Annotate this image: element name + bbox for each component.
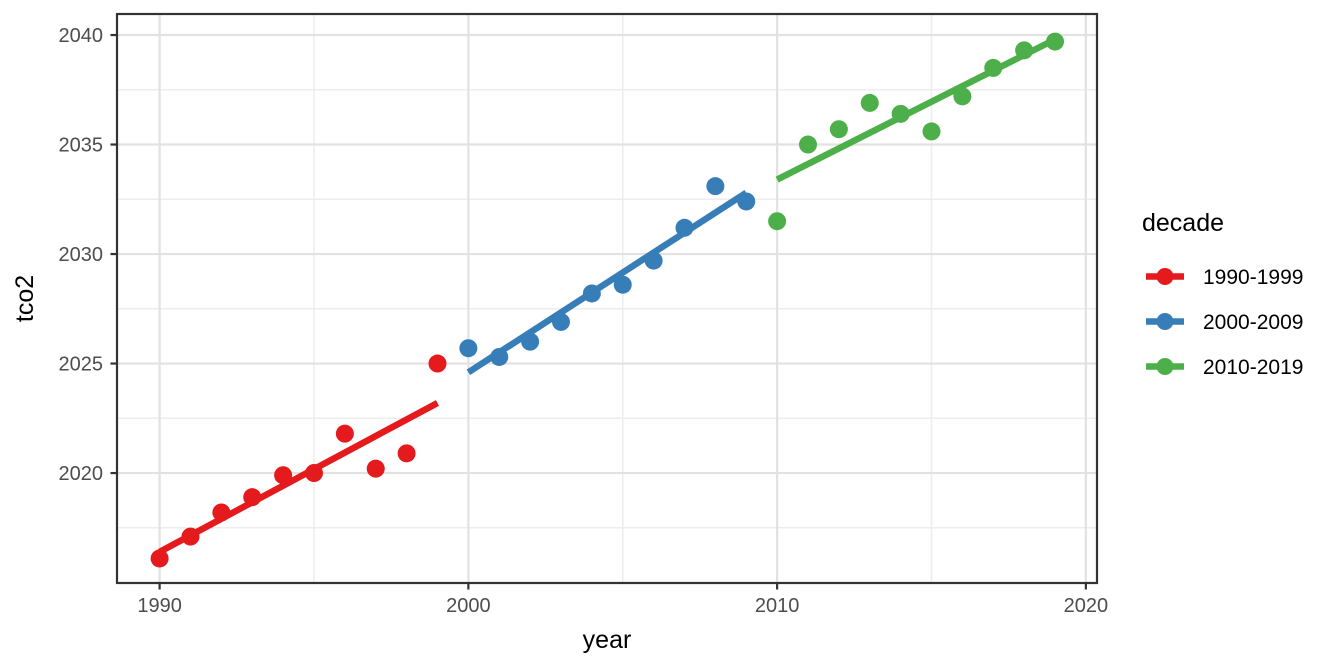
data-point-2000-2009 [613, 275, 632, 294]
data-point-1990-1999 [397, 444, 416, 463]
legend-key-point [1156, 268, 1174, 285]
data-point-1990-1999 [150, 549, 169, 568]
data-point-2010-2019 [829, 120, 848, 139]
data-point-1990-1999 [366, 459, 385, 478]
x-axis-title: year [583, 626, 632, 654]
data-point-2000-2009 [706, 177, 725, 196]
legend-title: decade [1142, 209, 1224, 237]
data-point-2010-2019 [860, 93, 879, 112]
panel-border [115, 12, 1099, 585]
x-tick-label: 2000 [446, 595, 491, 617]
legend-entry-label: 2000-2009 [1203, 311, 1303, 334]
trend-line-2000-2009 [466, 189, 749, 376]
trend-line-2010-2019 [775, 36, 1057, 183]
data-point-2000-2009 [459, 339, 478, 358]
x-tick-label: 1990 [137, 595, 182, 617]
legend-key-point [1156, 313, 1174, 330]
y-tick-label: 2030 [59, 244, 104, 266]
legend-entry-label: 2010-2019 [1203, 356, 1303, 379]
y-tick-label: 2035 [59, 135, 104, 157]
data-point-1990-1999 [335, 424, 354, 443]
y-axis-title: tco2 [11, 275, 39, 322]
data-point-2010-2019 [799, 135, 818, 154]
y-tick-label: 2025 [59, 354, 104, 376]
data-point-2010-2019 [922, 122, 941, 141]
x-tick-label: 2010 [755, 595, 800, 617]
y-tick-label: 2020 [59, 463, 104, 485]
data-point-1990-1999 [428, 354, 447, 373]
x-tick-label: 2020 [1064, 595, 1109, 617]
data-point-2010-2019 [768, 212, 787, 231]
y-tick-label: 2040 [59, 25, 104, 47]
trend-line-1990-1999 [158, 400, 440, 555]
legend-key-point [1156, 358, 1174, 375]
legend-entry-label: 1990-1999 [1203, 266, 1303, 289]
